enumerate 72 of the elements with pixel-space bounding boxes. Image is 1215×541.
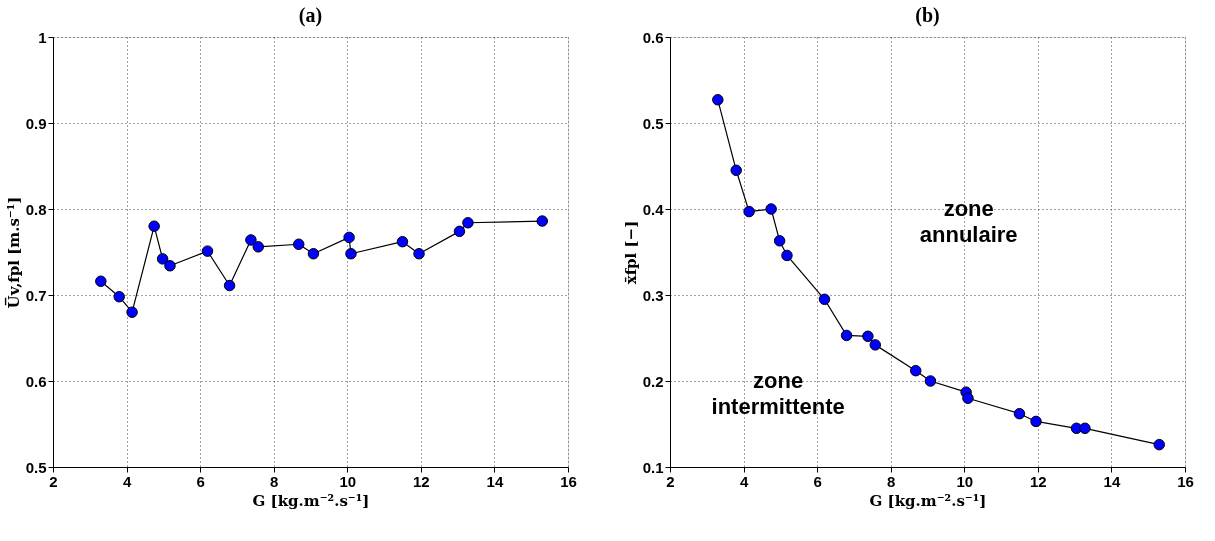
x-tick-label: 10 [956,472,974,490]
point [307,247,320,260]
point [962,392,974,404]
x-tick-label: 8 [270,472,279,490]
x-axis-title: G [kg.m⁻².s⁻¹] [869,491,987,510]
point [453,225,466,238]
point [862,330,874,343]
x-tick-label: 14 [486,472,504,490]
x-tick-label: 14 [1103,472,1121,490]
point [730,164,742,177]
point [743,205,755,218]
x-axis-title: G [kg.m⁻².s⁻¹] [252,491,370,510]
point [156,253,169,265]
x-tick-label: 6 [196,472,205,490]
point [245,234,257,246]
chart-title: (b) [915,4,940,27]
x-tick-label: 10 [339,472,357,490]
y-tick-label: 0.6 [25,372,47,390]
y-axis-title: x̄fpl [−] [621,220,640,285]
point [345,247,357,260]
y-tick-label: 0.5 [25,458,47,476]
point [126,306,138,318]
point [536,215,548,227]
point [343,231,355,244]
x-tick-label: 6 [813,472,822,490]
x-tick-label: 12 [413,472,430,490]
x-tick-label: 2 [666,472,675,490]
point [1030,415,1042,428]
x-tick-label: 4 [122,472,132,490]
annotation: zone intermittente [711,368,845,419]
x-tick-label: 16 [560,472,577,490]
point [396,235,409,248]
point [840,329,853,342]
point [164,260,176,272]
y-tick-label: 0.4 [642,200,665,218]
x-tick-label: 2 [49,472,58,490]
point [765,203,777,215]
point [252,241,265,253]
y-tick-label: 0.3 [642,286,664,304]
point [223,279,236,292]
point [148,220,160,232]
point [1079,422,1091,435]
x-tick-label: 16 [1177,472,1194,490]
x-tick-label: 4 [739,472,749,490]
x-tick-label: 12 [1030,472,1047,490]
point [781,249,793,262]
x-tick-label: 8 [887,472,896,490]
point [113,290,125,303]
y-tick-label: 1 [38,28,47,46]
point [818,293,831,306]
point [1153,438,1165,451]
y-tick-label: 0.8 [25,200,47,218]
point [292,238,305,250]
point [201,245,214,257]
y-tick-label: 0.5 [642,114,664,132]
point [924,375,937,387]
point [95,275,107,287]
y-tick-label: 0.6 [642,28,664,46]
annotation: zone annulaire [919,196,1018,247]
point [869,339,882,351]
point [909,364,922,377]
y-tick-label: 0.7 [25,286,47,304]
y-tick-label: 0.2 [642,372,664,390]
y-tick-label: 0.9 [25,114,47,132]
y-axis-title: U̅v,fpl [m.s⁻¹] [3,196,23,309]
chart-title: (a) [298,4,323,27]
y-tick-label: 0.1 [642,458,664,476]
point [413,247,425,260]
point [1013,407,1026,420]
point [773,235,786,247]
point [462,217,474,229]
point [712,94,724,106]
